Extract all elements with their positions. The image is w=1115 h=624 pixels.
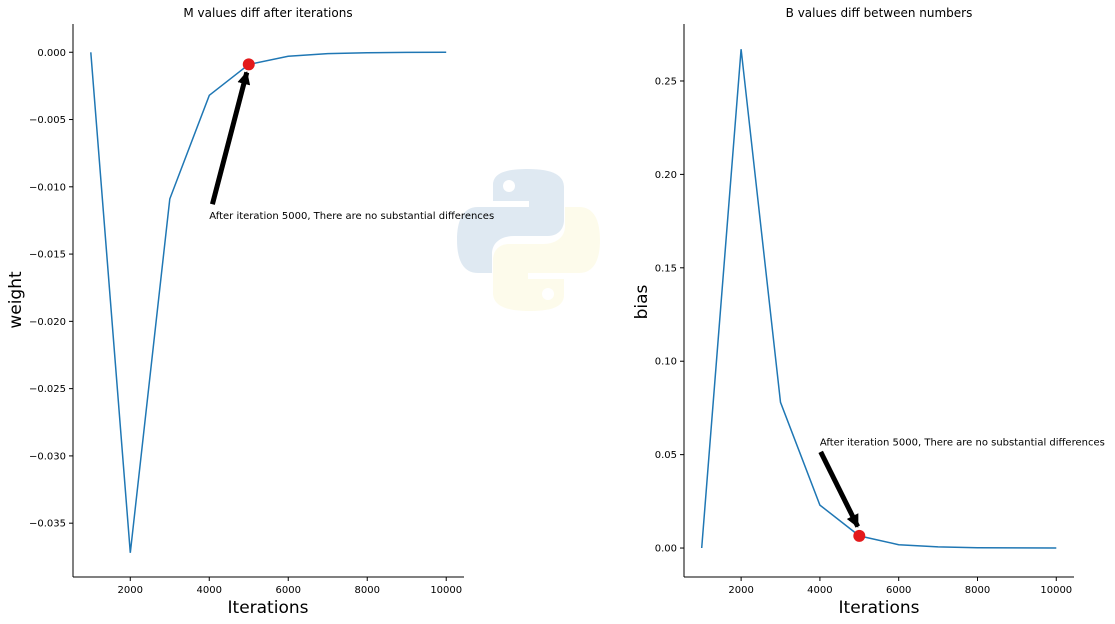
y-tick-label: −0.025 — [29, 384, 66, 395]
y-tick-label: −0.020 — [29, 317, 66, 328]
python-logo-watermark — [457, 169, 600, 311]
y-axis-label: bias — [632, 284, 652, 319]
y-ticks: 0.00 0.05 0.10 0.15 0.20 0.25 — [655, 76, 684, 555]
y-tick-label: −0.030 — [29, 451, 66, 462]
y-axis-label: weight — [6, 271, 26, 329]
plot-area — [90, 51, 447, 553]
x-axis-label: Iterations — [839, 598, 920, 618]
highlight-point — [853, 529, 866, 542]
y-tick-label: 0.00 — [655, 544, 677, 555]
x-tick-label: 8000 — [355, 585, 380, 596]
chart-title: M values diff after iterations — [183, 6, 352, 20]
x-tick-label: 2000 — [118, 585, 143, 596]
python-logo-eye-top — [503, 180, 515, 192]
y-tick-label: −0.010 — [29, 182, 66, 193]
x-tick-label: 10000 — [1040, 585, 1072, 596]
series-line — [700, 49, 1057, 549]
y-tick-label: 0.15 — [655, 263, 677, 274]
x-tick-label: 2000 — [728, 585, 753, 596]
x-tick-label: 8000 — [965, 585, 990, 596]
y-tick-label: 0.05 — [655, 450, 677, 461]
annotation-arrow — [818, 450, 860, 528]
chart-weight-diff: M values diff after iterations 0.000 −0.0… — [6, 6, 494, 618]
x-axis-label: Iterations — [228, 598, 309, 618]
x-tick-label: 6000 — [886, 585, 911, 596]
python-logo-blue-half — [457, 169, 564, 273]
y-tick-label: 0.25 — [655, 76, 677, 87]
highlight-point — [242, 58, 255, 71]
python-logo-yellow-half — [493, 207, 600, 311]
annotation-text: After iteration 5000, There are no subst… — [209, 211, 494, 222]
y-tick-label: −0.015 — [29, 250, 66, 261]
x-tick-label: 6000 — [276, 585, 301, 596]
y-tick-label: 0.000 — [37, 48, 66, 59]
plot-area — [700, 49, 1057, 549]
y-tick-label: 0.10 — [655, 357, 677, 368]
chart-title: B values diff between numbers — [786, 6, 973, 20]
python-logo-eye-bottom — [542, 288, 554, 300]
annotation-text: After iteration 5000, There are no subst… — [820, 437, 1105, 448]
y-tick-label: −0.035 — [29, 519, 66, 530]
x-tick-label: 4000 — [807, 585, 832, 596]
x-tick-label: 4000 — [197, 585, 222, 596]
x-tick-label: 10000 — [430, 585, 462, 596]
annotation-arrow — [209, 71, 251, 205]
x-ticks: 2000 4000 6000 8000 10000 — [118, 577, 462, 596]
x-ticks: 2000 4000 6000 8000 10000 — [728, 577, 1072, 596]
series-line — [90, 51, 447, 553]
y-tick-label: 0.20 — [655, 170, 677, 181]
y-ticks: 0.000 −0.005 −0.010 −0.015 −0.020 −0.025 −0.03… — [29, 48, 73, 530]
y-tick-label: −0.005 — [29, 115, 66, 126]
chart-bias-diff: B values diff between numbers 0.000.050.… — [632, 6, 1105, 618]
